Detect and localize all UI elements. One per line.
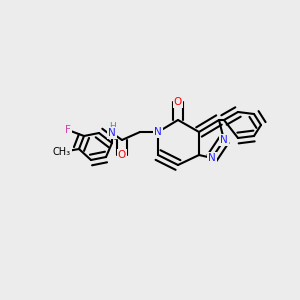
Text: H: H xyxy=(109,122,116,131)
Text: CH₃: CH₃ xyxy=(53,147,71,157)
Text: N: N xyxy=(220,135,228,145)
Text: N: N xyxy=(108,128,116,138)
Text: N: N xyxy=(154,127,162,137)
Text: F: F xyxy=(65,125,71,135)
Text: O: O xyxy=(118,150,126,160)
Text: N: N xyxy=(208,153,216,163)
Text: O: O xyxy=(174,97,182,107)
